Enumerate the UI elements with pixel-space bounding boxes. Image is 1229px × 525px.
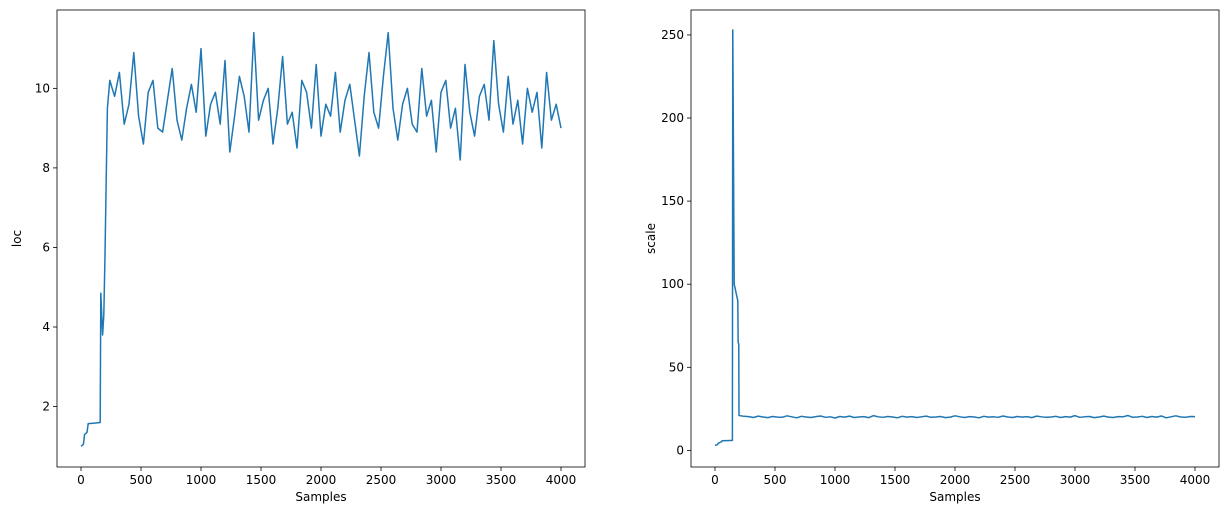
- x-tick-label: 3000: [1060, 473, 1091, 487]
- y-tick-label: 150: [661, 194, 684, 208]
- y-tick-label: 200: [661, 111, 684, 125]
- x-tick-label: 2500: [1000, 473, 1031, 487]
- x-axis-label: Samples: [929, 490, 980, 504]
- y-tick-label: 6: [42, 240, 50, 254]
- x-tick-label: 4000: [546, 473, 577, 487]
- x-tick-label: 500: [764, 473, 787, 487]
- x-tick-label: 2000: [306, 473, 337, 487]
- x-tick-label: 1500: [246, 473, 277, 487]
- x-tick-label: 0: [77, 473, 85, 487]
- axes-frame: [690, 9, 1220, 468]
- y-tick-label: 100: [661, 277, 684, 291]
- x-tick-label: 500: [130, 473, 153, 487]
- y-tick-label: 10: [35, 81, 50, 95]
- x-tick-label: 3500: [1120, 473, 1151, 487]
- y-tick-label: 8: [42, 161, 50, 175]
- y-tick-label: 50: [669, 360, 684, 374]
- x-tick-label: 3500: [486, 473, 517, 487]
- x-tick-label: 4000: [1180, 473, 1211, 487]
- x-tick-label: 1000: [820, 473, 851, 487]
- trace-line: [80, 31, 562, 447]
- trace-line: [714, 29, 1196, 447]
- y-axis-label: loc: [10, 230, 24, 247]
- y-tick-label: 250: [661, 28, 684, 42]
- x-tick-label: 0: [711, 473, 719, 487]
- x-tick-label: 2000: [940, 473, 971, 487]
- y-tick-label: 0: [676, 443, 684, 457]
- x-axis-label: Samples: [295, 490, 346, 504]
- x-tick-label: 1500: [880, 473, 911, 487]
- y-tick-label: 2: [42, 400, 50, 414]
- x-tick-label: 2500: [366, 473, 397, 487]
- y-tick-label: 4: [42, 320, 50, 334]
- x-tick-label: 1000: [186, 473, 217, 487]
- y-axis-label: scale: [644, 223, 658, 254]
- x-tick-label: 3000: [426, 473, 457, 487]
